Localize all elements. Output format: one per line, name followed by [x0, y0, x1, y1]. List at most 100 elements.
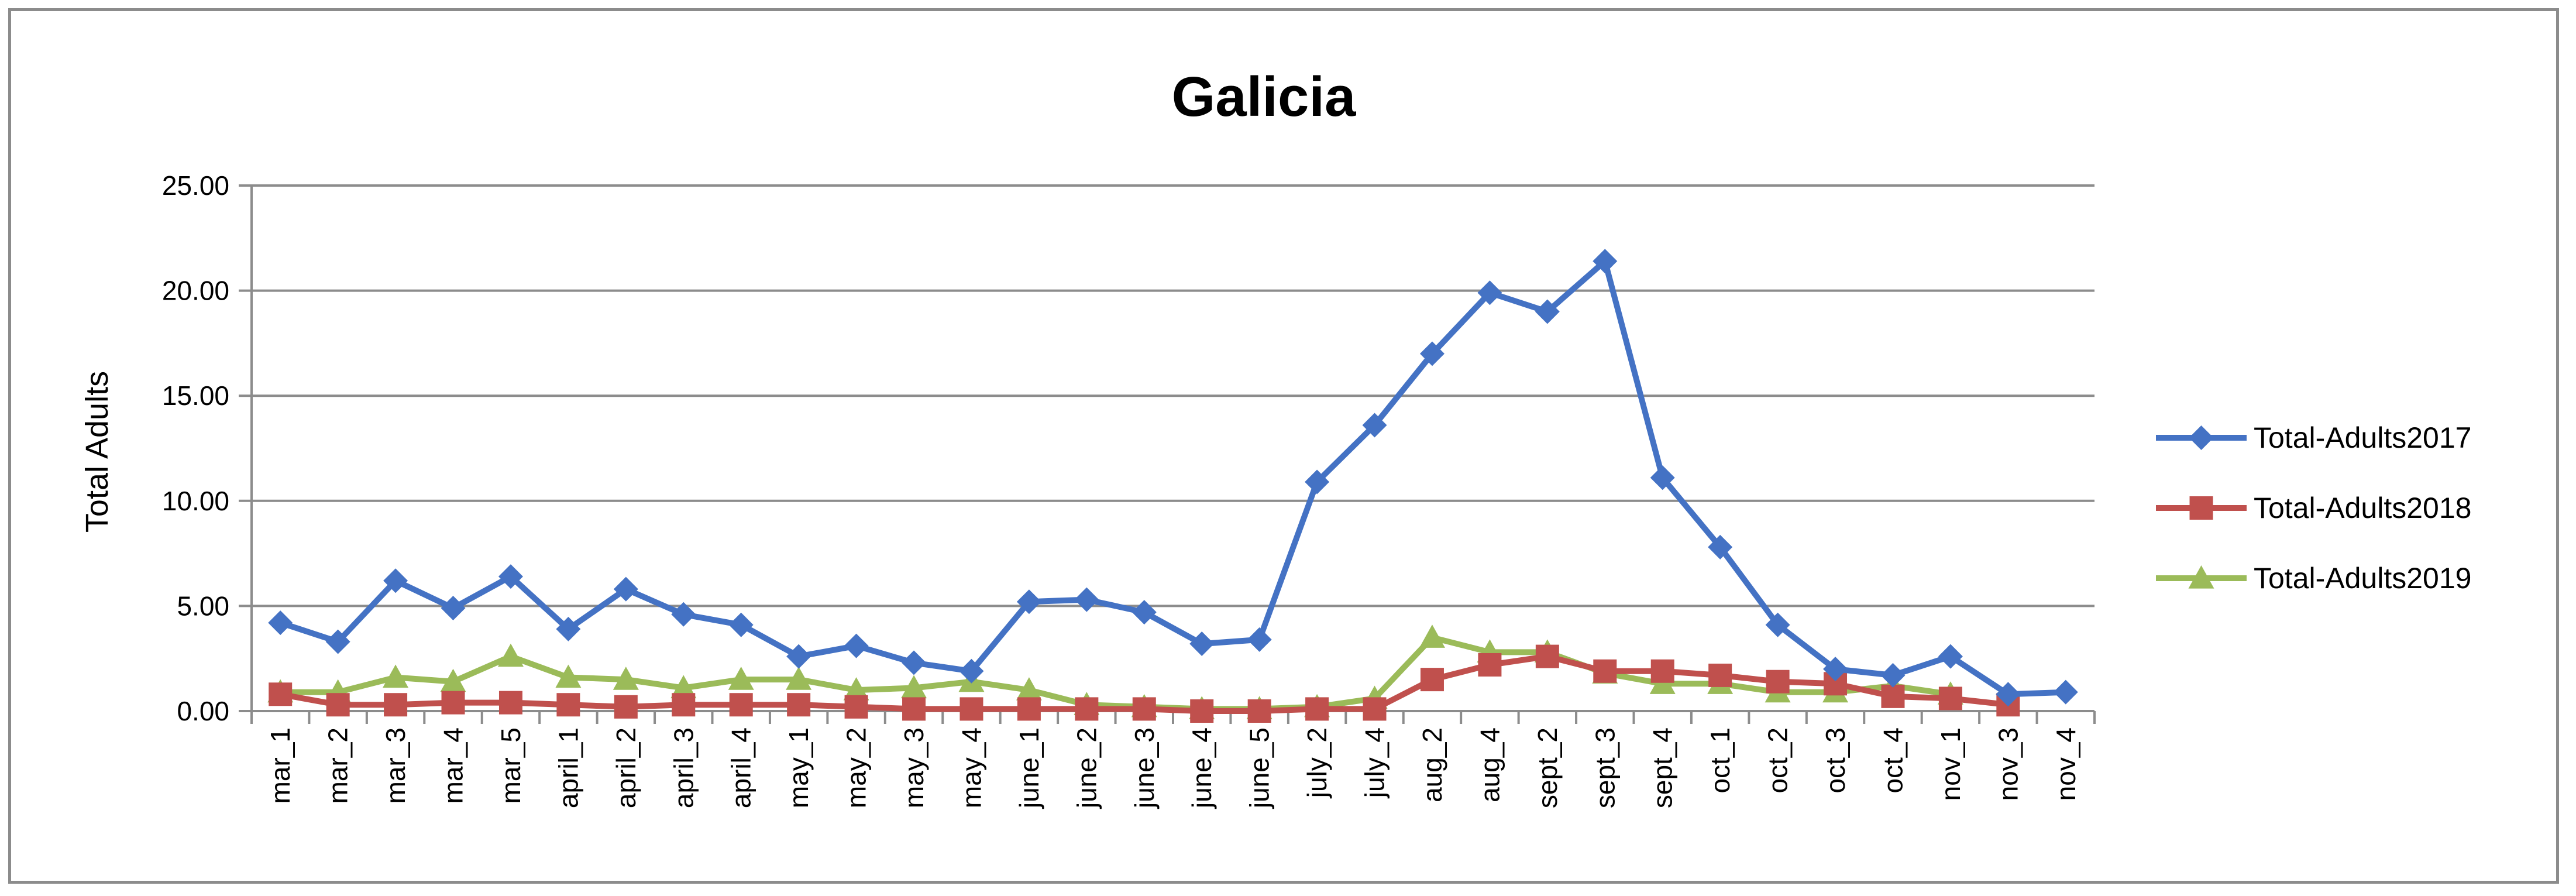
series-lines	[267, 249, 2078, 723]
point-square	[1938, 686, 1962, 710]
gridlines	[252, 184, 2094, 607]
point-square	[787, 693, 811, 717]
point-diamond	[959, 658, 984, 684]
point-square	[1650, 659, 1674, 683]
point-triangle	[1419, 624, 1445, 648]
point-square	[1593, 659, 1617, 683]
point-square	[1075, 697, 1099, 721]
point-square	[441, 691, 465, 715]
x-tick-label: sept_3	[1590, 727, 1620, 808]
point-diamond	[844, 633, 869, 658]
point-diamond	[1131, 600, 1157, 625]
legend: Total-Adults2017 Total-Adults2018 Total-Ad…	[2156, 421, 2471, 595]
x-tick-label: june_5	[1244, 727, 1275, 809]
point-diamond	[786, 644, 811, 669]
point-diamond	[728, 612, 754, 637]
x-tick-label: sept_4	[1648, 727, 1678, 808]
x-tick-label: sept_2	[1532, 727, 1563, 808]
point-diamond	[1247, 627, 1272, 652]
point-square	[1190, 699, 1214, 723]
point-diamond	[498, 564, 523, 589]
point-diamond	[2189, 425, 2214, 450]
chart-title: Galicia	[1172, 66, 1356, 128]
legend-label: Total-Adults2018	[2254, 492, 2471, 524]
point-diamond	[613, 576, 638, 602]
x-tick-label: april_3	[668, 727, 699, 808]
x-tick-label: nov_4	[2051, 727, 2081, 801]
x-tick-labels: mar_1 mar_2 mar_3 mar_4 mar_5 april_1 april_2 a…	[265, 727, 2081, 809]
point-diamond	[2053, 679, 2078, 705]
x-tick-label: may_4	[956, 727, 986, 808]
point-diamond	[1880, 662, 1906, 688]
point-square	[614, 695, 638, 719]
point-diamond	[1305, 469, 1330, 495]
point-triangle	[497, 643, 524, 667]
x-tick-label: june_2	[1071, 727, 1102, 809]
x-tick-label: aug_2	[1417, 727, 1447, 802]
point-square	[1478, 653, 1502, 677]
x-tick-label: april_1	[553, 727, 583, 808]
point-diamond	[1765, 612, 1790, 637]
point-square	[2189, 496, 2213, 520]
point-diamond	[383, 568, 408, 593]
point-triangle	[383, 664, 409, 688]
point-diamond	[1650, 465, 1675, 490]
point-diamond	[1074, 587, 1099, 612]
point-square	[1132, 697, 1156, 721]
y-axis-label: Total Adults	[80, 371, 115, 533]
legend-label: Total-Adults2017	[2254, 421, 2471, 454]
x-tick-label: mar_2	[323, 727, 353, 804]
point-diamond	[902, 650, 927, 675]
point-diamond	[1938, 644, 1963, 669]
legend-item: Total-Adults2019	[2156, 562, 2471, 595]
x-tick-label: june_3	[1129, 727, 1160, 809]
point-square	[902, 697, 926, 721]
point-square	[384, 693, 408, 717]
y-tick-label: 20.00	[162, 276, 229, 306]
x-tick-label: june_4	[1186, 727, 1217, 809]
point-square	[844, 695, 868, 719]
point-diamond	[1189, 631, 1215, 657]
x-tick-label: mar_5	[496, 727, 526, 804]
x-tick-label: oct_3	[1820, 727, 1851, 794]
x-tick-label: july_2	[1302, 727, 1332, 799]
point-diamond	[1419, 341, 1445, 366]
point-diamond	[1362, 413, 1387, 438]
chart-frame	[8, 8, 2559, 884]
point-square	[1708, 663, 1732, 687]
point-diamond	[1708, 534, 1733, 559]
point-triangle	[670, 675, 697, 699]
point-square	[1535, 644, 1559, 668]
x-tick-label: mar_1	[265, 727, 295, 804]
point-diamond	[556, 616, 581, 641]
point-triangle	[843, 677, 869, 701]
point-square	[1305, 697, 1329, 721]
x-tick-label: nov_3	[1993, 727, 2023, 801]
point-diamond	[1016, 589, 1041, 615]
x-tick-label: may_2	[841, 727, 872, 808]
point-square	[1363, 697, 1387, 721]
x-tick-label: april_2	[611, 727, 641, 808]
axes	[239, 184, 2096, 724]
x-tick-label: june_1	[1014, 727, 1044, 809]
point-square	[556, 693, 580, 717]
legend-label: Total-Adults2019	[2254, 562, 2471, 595]
point-square	[326, 693, 350, 717]
x-tick-label: oct_4	[1877, 727, 1908, 794]
x-tick-label: mar_3	[380, 727, 411, 804]
point-diamond	[1996, 682, 2021, 707]
point-square	[1247, 699, 1271, 723]
y-tick-label: 0.00	[177, 696, 229, 726]
point-square	[1881, 684, 1905, 708]
point-triangle	[613, 667, 639, 690]
point-square	[672, 693, 696, 717]
point-triangle	[555, 664, 582, 688]
x-tick-label: oct_2	[1763, 727, 1793, 794]
legend-item: Total-Adults2017	[2156, 421, 2471, 454]
x-tick-label: mar_4	[438, 727, 469, 804]
point-triangle	[1016, 677, 1042, 701]
point-diamond	[1477, 280, 1502, 305]
series-line	[279, 258, 2066, 698]
point-square	[729, 693, 753, 717]
